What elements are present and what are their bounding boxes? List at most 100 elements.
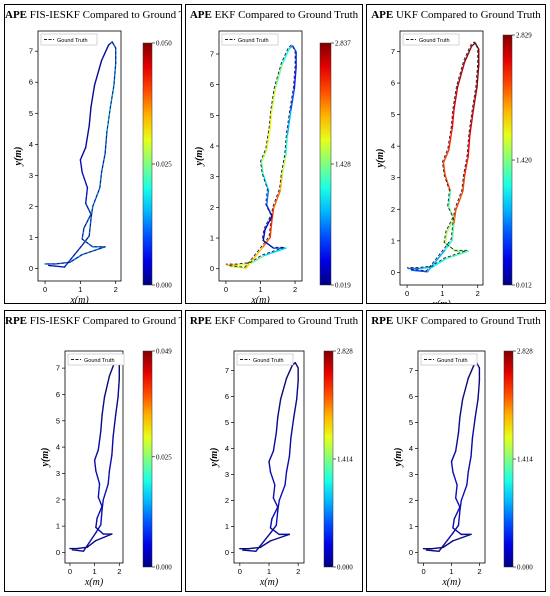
legend-box [402,33,460,46]
estimate-segment [250,255,264,265]
estimate-segment [453,86,459,110]
panel-title-text: UKF Compared to Ground Truth [395,9,541,21]
y-tick-label: 2 [409,496,413,505]
estimate-segment [262,173,270,191]
y-tick-label: 5 [225,418,229,427]
estimate-segment [285,455,291,473]
plot-frame [218,30,303,282]
y-tick-label: 5 [210,111,214,120]
colorbar-tick-label: 0.000 [156,282,172,290]
y-tick-label: 0 [56,548,60,557]
panel-ape-fis-ieskf: APE FIS-IESKF Compared to Ground Truth 0… [4,4,182,304]
estimate-segment [454,484,458,499]
panel-title-metric: RPE [5,315,27,327]
colorbar-tick-label: 0.025 [156,453,172,461]
y-tick-label: 3 [56,469,60,478]
y-tick-label: 6 [225,392,229,401]
colorbar-tick-label: 0.049 [156,348,172,356]
y-tick-label: 5 [409,418,413,427]
colorbar-tick-label: 1.414 [517,456,533,464]
y-tick-label: 0 [29,264,33,273]
panel-title-metric: APE [5,9,27,21]
estimate-segment [266,189,270,206]
x-axis-label: x(m) [441,577,461,588]
estimate-segment [448,190,452,208]
ground-truth-path [69,359,120,552]
panel-title-metric: APE [189,9,212,21]
estimate-segment [463,45,473,63]
colorbar [142,350,153,568]
colorbar-tick-label: 1.428 [335,161,351,169]
x-axis-label: x(m) [250,295,270,304]
colorbar [503,350,514,568]
y-tick-label: 3 [225,470,229,479]
estimate-segment [456,61,466,88]
estimate-segment [463,155,469,177]
y-tick-label: 0 [210,264,214,273]
estimate-segment [262,247,287,257]
estimate-segment [288,45,294,50]
ground-truth-path [407,41,479,272]
plot-frame [64,350,124,564]
estimate-segment [271,207,275,222]
y-tick-label: 6 [210,80,214,89]
panel-rpe-ukf: RPE UKF Compared to Ground Truth 0 1 2 0 1 2 3… [366,310,546,592]
x-tick-label: 2 [293,285,297,294]
estimate-segment [266,204,273,217]
estimate-segment [281,155,287,176]
y-axis-label: y(m) [393,448,404,468]
plot-frame [233,350,305,564]
estimate-segment [418,266,434,270]
estimate-segment [467,133,471,158]
panel-title-metric: APE [371,9,394,21]
y-tick-label: 4 [391,142,395,151]
y-tick-label: 6 [409,392,413,401]
panel-rpe-fis-ieskf: RPE FIS-IESKF Compared to Ground Truth 0… [4,310,182,592]
ground-truth-path [45,41,117,268]
y-tick-label: 7 [225,366,229,375]
trajectory-plot: 0 1 2 0 1 2 3 4 5 6 7 x(m) y(m) Gound Truth 0.000 0.025… [40,348,172,589]
y-tick-label: 3 [210,172,214,181]
colorbar-tick-label: 1.414 [337,456,353,464]
estimate-segment [444,239,453,251]
x-tick-label: 0 [405,289,409,298]
estimate-segment [271,87,277,111]
trajectory-plot: 0 1 2 0 1 2 3 4 5 6 7 x(m) y(m) Gound Truth 0.012 1.420… [375,30,532,304]
estimate-segment [444,250,469,260]
estimate-segment [90,205,94,220]
x-axis-label: x(m) [431,299,451,304]
panel-title: RPE FIS-IESKF Compared to Ground Truth [5,315,181,328]
y-tick-label: 0 [409,548,413,557]
panel-title-metric: RPE [189,315,212,327]
estimate-segment [451,222,455,241]
estimate-segment [269,109,273,130]
y-tick-label: 3 [29,171,33,180]
estimate-trajectory [226,45,297,269]
y-tick-label: 1 [391,236,395,245]
y-axis-label: y(m) [375,149,386,169]
y-tick-label: 2 [391,205,395,214]
x-tick-label: 1 [267,567,271,576]
legend-label: Gound Truth [253,358,284,364]
legend-label: Gound Truth [57,38,88,44]
y-tick-label: 0 [391,268,395,277]
estimate-segment [442,162,446,177]
legend-label: Gound Truth [419,38,450,44]
estimate-segment [448,206,455,219]
y-tick-label: 5 [391,110,395,119]
estimate-segment [410,269,429,273]
y-tick-label: 2 [29,202,33,211]
legend-box [236,353,294,366]
estimate-segment [88,218,92,237]
colorbar-tick-label: 2.829 [516,32,532,40]
colorbar-tick-label: 0.019 [335,282,351,290]
legend-box [420,353,478,366]
x-tick-label: 1 [258,285,262,294]
x-tick-label: 2 [476,289,480,298]
estimate-segment [462,174,466,192]
legend-box [40,33,98,46]
estimate-segment [432,258,446,268]
estimate-segment [245,245,264,269]
estimate-segment [455,190,464,211]
estimate-segment [426,248,446,273]
